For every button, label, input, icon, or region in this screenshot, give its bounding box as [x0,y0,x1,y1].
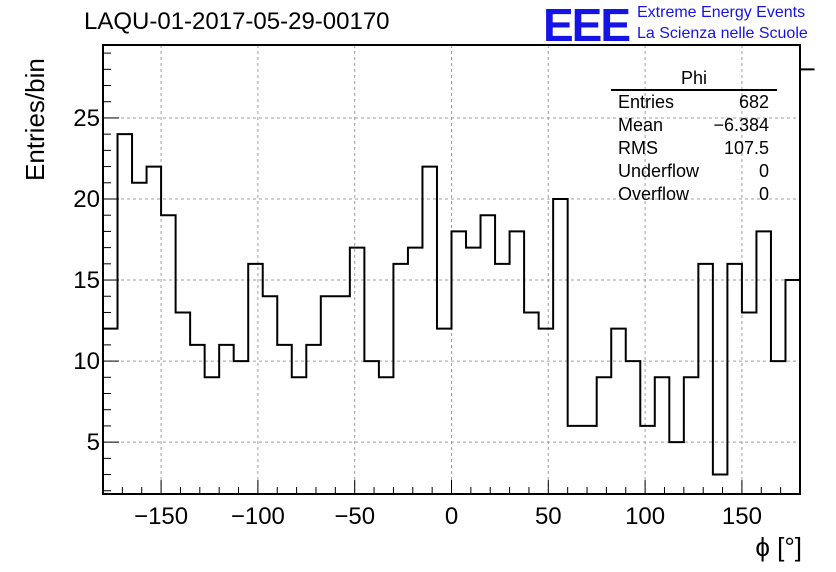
stats-label: RMS [618,138,658,158]
stats-box: Phi Entries 682 Mean −6.384 RMS 107.5 Un… [611,67,777,206]
stats-value: 682 [738,92,769,112]
x-tick-label: −50 [334,503,375,530]
x-tick-label: −150 [134,503,188,530]
stats-label: Overflow [618,184,690,204]
logo-text-line1: Extreme Energy Events [637,4,806,21]
x-tick-label: 100 [625,503,665,530]
y-axis-label: Entries/bin [20,58,50,181]
stats-value: −6.384 [713,115,769,135]
stats-value: 0 [758,184,769,204]
x-tick-labels: −150 −100 −50 0 50 100 150 [134,503,762,530]
stats-row-mean: Mean −6.384 [611,114,777,137]
logo-text-line2: La Scienza nelle Scuole [637,25,808,42]
x-tick-label: 150 [722,503,762,530]
y-tick-label: 10 [73,348,100,375]
x-tick-label: −100 [231,503,285,530]
stats-row-overflow: Overflow 0 [611,183,777,206]
axis-ticks [103,52,782,494]
stats-row-underflow: Underflow 0 [611,160,777,183]
stats-value: 107.5 [723,138,769,158]
y-tick-labels: 5 10 15 20 25 [73,105,100,456]
x-tick-label: 50 [535,503,562,530]
x-tick-label: 0 [445,503,458,530]
x-axis-label: ϕ [°] [755,532,802,562]
stats-row-rms: RMS 107.5 [611,137,777,160]
y-tick-label: 25 [73,105,100,132]
stats-label: Mean [618,115,664,135]
stats-title: Phi [611,67,777,91]
stats-label: Underflow [618,161,700,181]
plot-title: LAQU-01-2017-05-29-00170 [84,8,390,35]
stats-row-entries: Entries 682 [611,91,777,114]
y-tick-label: 15 [73,267,100,294]
y-tick-label: 20 [73,186,100,213]
histogram-line [103,68,815,476]
stats-label: Entries [618,92,675,112]
stats-value: 0 [758,161,769,181]
eee-logo: EEE [543,0,631,51]
y-tick-label: 5 [87,429,100,456]
